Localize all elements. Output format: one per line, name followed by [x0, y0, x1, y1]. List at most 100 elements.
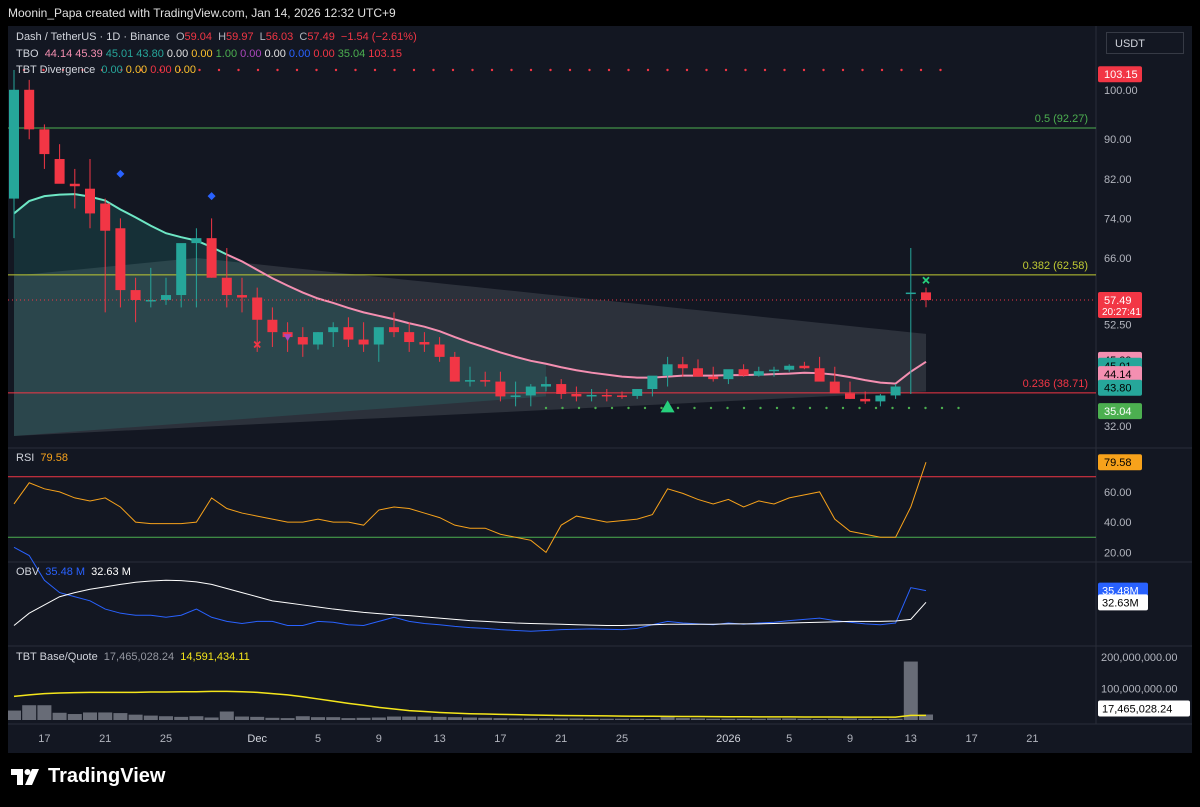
chart-svg[interactable]: 0.5 (92.27) 0.382 (62.58) 0.236 (38.71) 32.…	[8, 26, 1192, 753]
tbo-support-dot	[742, 406, 746, 410]
tbo-resistance-dot	[822, 68, 825, 72]
base-quote-badge-label: 17,465,028.24	[1102, 704, 1172, 716]
candle-body	[571, 393, 582, 397]
candle-body	[905, 292, 916, 295]
candle-body	[495, 381, 506, 397]
base-quote-bar	[417, 716, 432, 720]
candle-body	[617, 395, 627, 397]
tbo-legend-value-6: 0.00	[191, 48, 213, 60]
candle-body	[161, 295, 171, 300]
tbo-teal-fill	[14, 194, 546, 436]
base-quote-bar	[143, 715, 158, 720]
candle-body	[556, 384, 567, 394]
base-quote-bar	[812, 719, 827, 720]
tbo-resistance-dot	[490, 68, 494, 72]
ema-line-teal	[13, 193, 228, 256]
base-quote-bar	[83, 712, 97, 720]
tbt-divergence-legend-value-3: 0.00	[150, 64, 172, 76]
base-quote-bar	[432, 716, 447, 720]
base-quote-badge	[1098, 700, 1190, 717]
base-quote-bar	[402, 716, 417, 720]
base-quote-bar	[8, 710, 21, 720]
high-value: 59.97	[226, 31, 254, 43]
base-quote-bar	[219, 711, 234, 720]
price-tick-label: 74.00	[1104, 213, 1132, 225]
time-tick-label: 25	[616, 733, 628, 745]
tbo-resistance-dot	[666, 68, 669, 72]
time-tick-label: 2026	[716, 733, 740, 745]
obv-badge-2	[1098, 594, 1148, 611]
base-quote-bar	[843, 718, 857, 720]
candle-body	[708, 376, 719, 380]
candle-body	[115, 228, 126, 291]
candle-body	[373, 327, 384, 345]
price-badge	[1098, 379, 1142, 396]
base-quote-bar	[615, 718, 629, 720]
base-quote-bar	[478, 717, 493, 720]
candle-body	[449, 356, 460, 382]
price-tick-label: 52.50	[1104, 320, 1132, 332]
base-quote-legend: TBT Base/Quote 17,465,028.24 14,591,434.…	[16, 651, 253, 663]
base-quote-bar	[523, 718, 538, 720]
currency-selector[interactable]: USDT	[1106, 32, 1184, 54]
base-quote-bar	[721, 718, 736, 720]
base-quote-bar	[903, 661, 918, 720]
countdown-label: 20:27:41	[1102, 307, 1141, 318]
tbo-resistance-dot	[178, 68, 182, 72]
tbo-resistance-dot	[120, 68, 123, 72]
candle-body	[875, 395, 886, 402]
fib-label-3: 0.236 (38.71)	[1023, 378, 1088, 390]
price-badge-label: 35.04	[1104, 406, 1132, 418]
rsi-tick-label: 60.00	[1104, 487, 1132, 499]
base-quote-bar	[508, 718, 523, 720]
close-label: C	[299, 31, 308, 43]
tbo-resistance-dot	[295, 68, 299, 72]
tbo-support-dot	[726, 406, 729, 410]
tbo-support-dot	[858, 406, 861, 410]
base-quote-bar	[204, 717, 219, 720]
candle-body	[677, 364, 688, 369]
tbo-resistance-dot	[900, 68, 903, 72]
base-quote-bar	[22, 705, 37, 720]
time-tick-label: 5	[786, 733, 792, 745]
base-quote-bar	[888, 718, 903, 720]
base-quote-bar	[311, 717, 325, 720]
candle-body	[799, 365, 810, 369]
base-quote-bar	[159, 716, 173, 720]
tbo-support-dot	[891, 406, 894, 410]
tbo-resistance-dot	[646, 68, 650, 72]
price-badge-label: 43.80	[1104, 383, 1132, 395]
tbo-support-dot	[825, 406, 828, 410]
base-quote-bar	[782, 718, 797, 720]
tbo-resistance-dot	[471, 68, 474, 72]
tbo-resistance-dot	[217, 68, 221, 72]
tbo-legend-value-10: 0.00	[288, 48, 311, 60]
rsi-badge	[1098, 454, 1142, 471]
tbo-legend-value-13: 103.15	[368, 48, 402, 60]
base-quote-bar	[827, 718, 842, 720]
price-tick-label: 82.00	[1104, 174, 1132, 186]
rsi-tick-label: 20.00	[1104, 547, 1132, 559]
base-quote-bar	[387, 716, 401, 720]
tbo-resistance-dot	[880, 68, 884, 72]
candle-body	[69, 183, 80, 187]
tbt-divergence-legend-value-1: 0.00	[101, 64, 123, 76]
time-tick-label: 5	[315, 733, 321, 745]
tradingview-brand: TradingView	[10, 765, 165, 788]
time-tick-label: 21	[1026, 733, 1038, 745]
tbo-support-dot	[759, 406, 762, 410]
tbo-support-dot	[693, 406, 696, 410]
snapshot-caption: Moonin_Papa created with TradingView.com…	[8, 6, 396, 20]
tbo-support-dot	[808, 406, 812, 410]
chart-area[interactable]: 0.5 (92.27) 0.382 (62.58) 0.236 (38.71) 32.…	[8, 26, 1192, 753]
price-badge-label: 44.14	[1104, 369, 1132, 381]
base-quote-bar	[539, 718, 553, 720]
brand-name: TradingView	[48, 765, 166, 787]
candle-body	[738, 369, 749, 376]
tbo-resistance-dot	[315, 68, 318, 72]
candle-body	[358, 339, 369, 345]
tbo-support-dot	[594, 406, 597, 410]
tbo-resistance-dot	[607, 68, 611, 72]
base-quote-bar	[356, 717, 371, 720]
time-tick-label: 21	[99, 733, 111, 745]
